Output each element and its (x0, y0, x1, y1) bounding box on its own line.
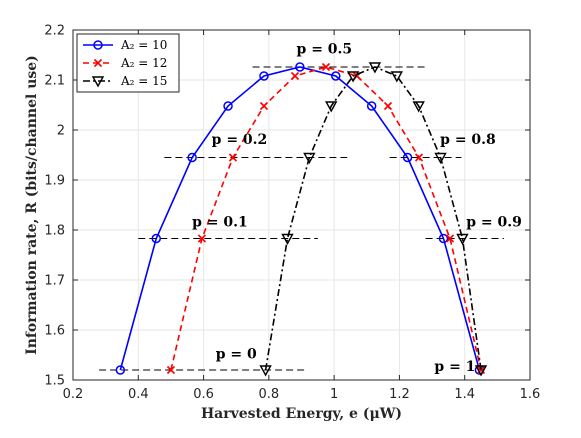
x-tick-label: 0.4 (128, 387, 149, 402)
x-tick-label: 1.4 (454, 387, 475, 402)
data-point-circle (93, 40, 103, 50)
legend-item: A₂ = 15 (83, 74, 167, 88)
data-point-triangle (91, 76, 105, 88)
data-point-triangle (390, 71, 404, 83)
data-point-x (445, 234, 455, 243)
data-point-x (476, 365, 486, 375)
data-point-x (259, 101, 269, 111)
x-tick-label: 0.8 (259, 387, 280, 402)
data-point-circle (151, 233, 161, 244)
series-line (170, 66, 482, 371)
y-tick-label: 1.6 (44, 324, 65, 339)
annotation-label: p = 0.2 (212, 132, 268, 148)
x-tick-label: 0.2 (63, 387, 84, 402)
data-point-circle (366, 101, 377, 111)
data-point-x-stroke (414, 153, 424, 162)
annotation-label: p = 0.1 (192, 215, 248, 231)
data-point-triangle (412, 101, 425, 113)
data-point-x-stroke (259, 101, 269, 111)
y-axis-label: Information rate, R (bits/channel use) (24, 55, 40, 355)
data-point-x-stroke (445, 234, 455, 243)
series-3 (259, 62, 488, 377)
data-point-triangle (434, 152, 447, 164)
data-point-circle (295, 62, 305, 72)
annotation-label: p = 0.9 (466, 215, 522, 231)
data-point-x (383, 101, 393, 111)
data-point-circle (259, 71, 269, 81)
data-point-x-stroke (383, 101, 393, 111)
data-point-x-stroke (228, 153, 238, 162)
legend-item: A₂ = 10 (83, 38, 167, 52)
annotation-label: p = 0 (216, 347, 257, 363)
annotations: p = 0 p = 0.1 p = 0.2 p = 0.5 p = 0.8 p = 0.9… (192, 42, 522, 376)
x-tick-label: 1.2 (389, 387, 410, 402)
series-2 (166, 62, 486, 375)
tick-labels: 0.2 0.4 0.6 0.8 1 1.2 1.4 1.6 1.5 1.6 1.7 1.8 1.9 2 2.… (44, 24, 540, 403)
data-point-circle (438, 233, 449, 244)
x-tick-label: 0.6 (193, 387, 214, 402)
x-tick-label: 1 (330, 387, 338, 402)
legend-label: A₂ = 10 (120, 38, 167, 52)
data-point-x-stroke (166, 365, 175, 375)
y-tick-label: 1.7 (44, 274, 65, 289)
axes (72, 29, 531, 381)
data-point-x-stroke (197, 234, 207, 243)
data-point-x (414, 153, 424, 162)
y-tick-label: 2.1 (44, 74, 65, 89)
data-point-x-stroke (321, 62, 331, 72)
y-tick-label: 2 (57, 124, 65, 139)
series-line (119, 66, 481, 371)
legend-label: A₂ = 15 (120, 74, 167, 88)
data-point-x (321, 62, 331, 72)
data-point-triangle (325, 101, 338, 113)
data-point-circle (223, 101, 233, 111)
x-tick-label: 1.6 (520, 387, 541, 402)
data-point-triangle (259, 365, 272, 377)
series-group (115, 62, 488, 377)
annotation-label: p = 1 (434, 359, 475, 375)
y-tick-label: 1.9 (44, 174, 65, 189)
data-point-x (228, 153, 238, 162)
data-point-circle (331, 71, 341, 81)
legend: A₂ = 10 A₂ = 12 A₂ = 15 (76, 33, 180, 93)
x-axis-label: Harvested Energy, e (μW) (201, 406, 402, 422)
data-point-x (197, 234, 207, 243)
data-point-x (166, 365, 175, 375)
data-point-x-stroke (290, 71, 300, 81)
data-point-triangle (281, 233, 294, 245)
annotation-label: p = 0.5 (297, 42, 353, 58)
data-point-triangle (456, 233, 469, 245)
data-point-triangle (368, 62, 382, 74)
data-point-circle (187, 152, 197, 163)
data-point-triangle (346, 71, 360, 83)
annotation-label: p = 0.8 (440, 132, 496, 148)
axes-box (72, 29, 531, 381)
legend-item: A₂ = 12 (83, 56, 167, 70)
data-point-circle (402, 152, 413, 163)
data-point-circle (115, 365, 126, 375)
data-point-x-stroke (93, 58, 103, 68)
data-point-x (93, 58, 103, 68)
series-line (264, 66, 482, 371)
data-point-x (290, 71, 300, 81)
data-point-triangle (474, 365, 488, 377)
y-tick-label: 1.5 (44, 374, 65, 389)
data-point-x-stroke (476, 365, 486, 375)
data-point-triangle (303, 152, 316, 164)
y-tick-label: 2.2 (44, 24, 65, 39)
legend-label: A₂ = 12 (120, 56, 167, 70)
y-tick-label: 1.8 (44, 224, 65, 239)
